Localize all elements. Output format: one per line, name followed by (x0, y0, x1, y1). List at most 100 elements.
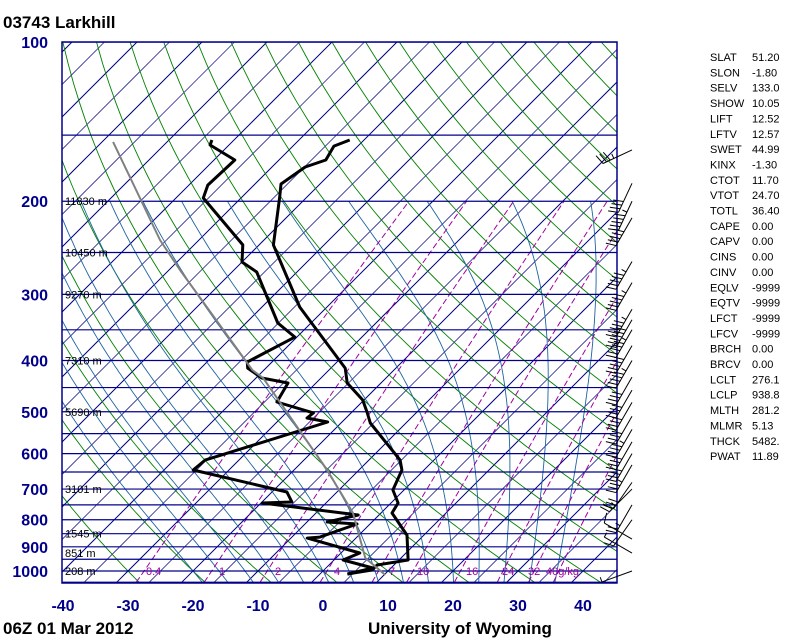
wind-barb-staff (615, 429, 633, 458)
stat-key-pwat: PWAT (710, 451, 741, 463)
mixing-ratio-label: 1 (219, 566, 225, 578)
isotherm-line (62, 42, 365, 346)
temperature-tick-label: -20 (181, 598, 204, 615)
pressure-tick-label: 300 (21, 287, 48, 304)
moist-adiabat-line (426, 200, 511, 583)
wind-barb-half-flag (611, 502, 616, 507)
wind-barb-flag (611, 468, 623, 472)
dry-adiabat-line (96, 42, 535, 583)
wind-barb-flag (609, 395, 621, 399)
mixing-ratio-line (528, 410, 617, 583)
wind-barb-flag (605, 454, 617, 458)
stat-key-swet: SWET (710, 144, 742, 156)
wind-barb-staff (615, 504, 633, 533)
mixing-ratio-label: 40g/kg (546, 566, 579, 578)
isotherm-line (279, 243, 617, 583)
mixing-ratio-line (371, 200, 608, 583)
mixing-ratio-label: 7 (389, 566, 395, 578)
wind-barb-flag (605, 478, 617, 482)
stat-key-mlmr: MLMR (710, 420, 742, 432)
wind-barb (605, 416, 633, 445)
height-label: 11830 m (65, 196, 107, 208)
moist-adiabat-line (62, 216, 304, 583)
stat-value-brcv: 0.00 (752, 359, 773, 371)
stat-value-lftv: 12.57 (752, 129, 780, 141)
pressure-tick-label: 700 (21, 482, 48, 499)
wind-barb (599, 488, 633, 513)
moist-adiabat-line (511, 201, 549, 583)
wind-barb-staff (604, 536, 633, 554)
wind-barb-half-flag (611, 153, 615, 159)
stat-value-thck: 5482. (752, 436, 780, 448)
wind-barb-flag (603, 512, 608, 524)
stat-key-capv: CAPV (710, 236, 741, 248)
wind-barb-flag (609, 337, 621, 342)
wind-barb (608, 201, 633, 231)
footer-source: University of Wyoming (368, 619, 552, 638)
dry-adiabat-line (365, 42, 617, 318)
temperature-tick-label: -10 (246, 598, 269, 615)
wind-barb-staff (615, 453, 633, 482)
wind-barb-flag (611, 456, 623, 460)
wind-barb-flag (607, 450, 619, 455)
temperature-tick-label: -40 (51, 598, 74, 615)
stat-key-cape: CAPE (710, 221, 740, 233)
wind-barb-flag (611, 374, 623, 379)
moist-adiabat-line (554, 201, 597, 583)
isotherm-line (62, 42, 170, 151)
wind-barb-flag (607, 437, 619, 442)
stat-key-lclp: LCLP (710, 390, 738, 402)
wind-barb-flag (605, 307, 617, 311)
wind-barb-flag (615, 327, 627, 331)
height-label: 851 m (65, 548, 96, 560)
stat-key-lfcv: LFCV (710, 328, 739, 340)
wind-barb-staff (615, 464, 633, 493)
wind-barb-flag (607, 303, 619, 308)
wind-barb (605, 329, 633, 359)
wind-barb-flag (614, 213, 626, 217)
wind-barb-flag (609, 235, 621, 240)
moist-adiabat-line (181, 200, 404, 583)
stat-value-mlmr: 5.13 (752, 420, 773, 432)
isotherm-line (62, 42, 268, 248)
wind-barb-flag (609, 482, 621, 487)
wind-barb-staff (615, 402, 633, 431)
moist-adiabat-line (62, 400, 203, 583)
wind-barb-flag (613, 330, 625, 335)
wind-barb (599, 570, 633, 583)
stat-key-ctot: CTOT (710, 175, 740, 187)
moist-adiabat-line (109, 201, 355, 583)
wind-barb-half-flag (603, 532, 608, 538)
mixing-ratio-line (552, 453, 617, 583)
isotherm-line (62, 42, 398, 378)
wind-barb-flag (607, 463, 619, 467)
wind-barb (605, 345, 633, 374)
mixing-ratio-line (453, 295, 617, 583)
wind-barb-flag (605, 286, 617, 290)
wind-barb-flag (609, 206, 621, 210)
wind-barb-flag (602, 151, 611, 161)
stat-value-cinv: 0.00 (752, 267, 773, 279)
stat-value-lfcv: -9999 (752, 328, 780, 340)
stat-value-totl: 36.40 (752, 206, 780, 218)
dry-adiabat-line (62, 419, 206, 583)
mixing-ratio-label: 32 (528, 566, 540, 578)
wind-barb-staff (615, 282, 633, 311)
wind-barb-flag (602, 503, 613, 510)
wind-barb (605, 376, 633, 406)
stat-key-vtot: VTOT (710, 190, 739, 202)
wind-barb-flag (605, 385, 617, 389)
isotherm-line (344, 308, 617, 583)
stat-value-lclt: 276.1 (752, 374, 780, 386)
stat-value-cins: 0.00 (752, 252, 773, 264)
wind-barb-half-flag (621, 337, 627, 341)
wind-barb-flag (605, 427, 617, 431)
height-label: 7310 m (65, 355, 102, 367)
stat-value-lift: 12.52 (752, 113, 780, 125)
wind-barb-flag (599, 153, 607, 163)
wind-barb-flag (613, 293, 625, 297)
stat-key-lftv: LFTV (710, 129, 738, 141)
stats-panel: SLAT 51.20 SLON -1.80 SELV 133.0 SHOW 10.05 LIFT… (710, 52, 780, 463)
mixing-ratio-line (259, 200, 515, 583)
